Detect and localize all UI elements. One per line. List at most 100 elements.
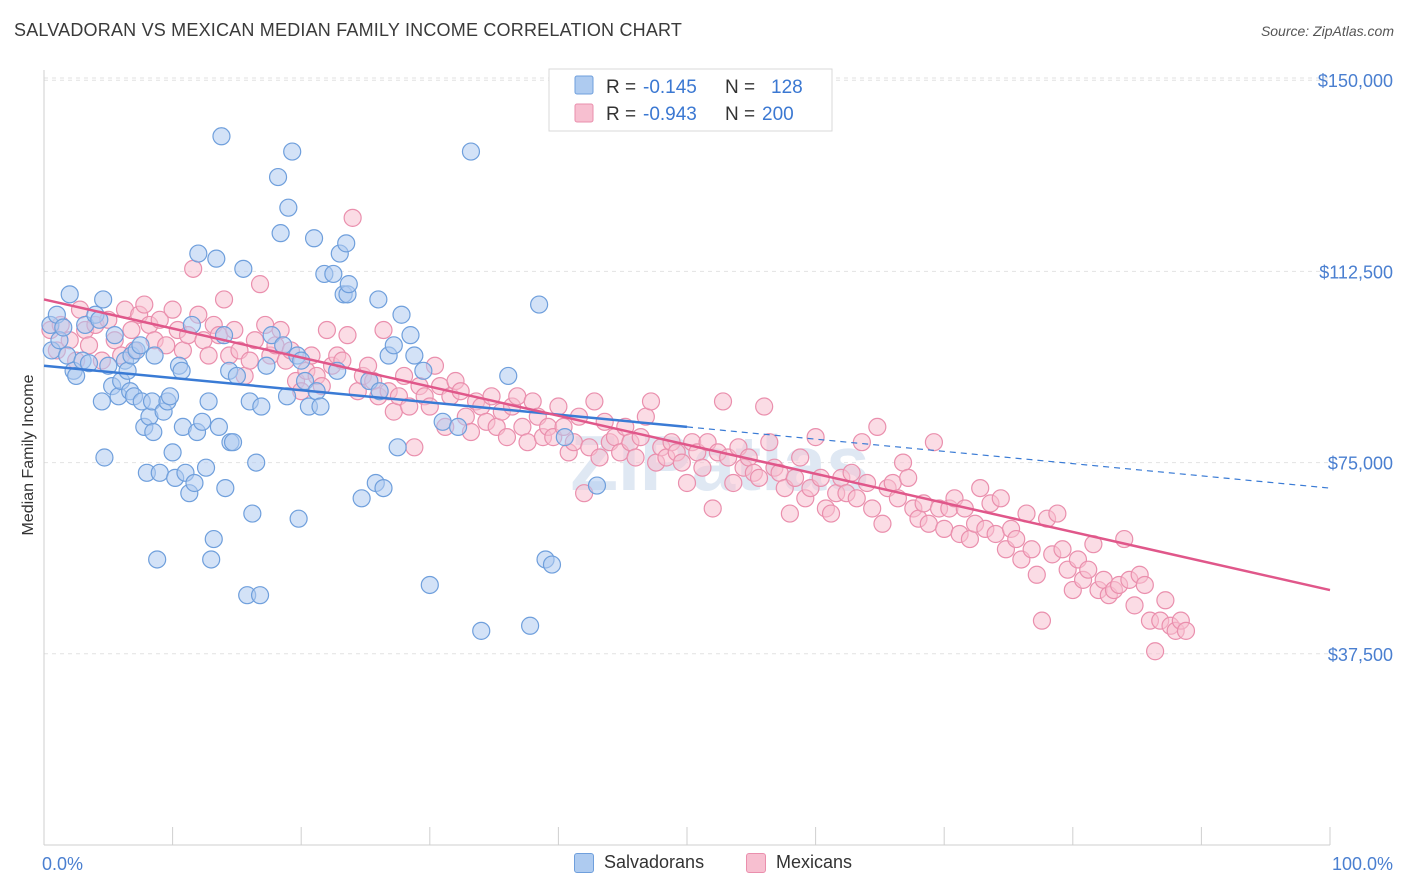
mexican-point	[785, 468, 805, 487]
mexican-point	[508, 387, 527, 406]
mexican-point	[384, 402, 403, 421]
stats-mexican-n-label: N =	[725, 104, 755, 125]
mexican-point	[1125, 596, 1144, 615]
trend-lines	[43, 298, 1331, 592]
y-tick-label: $150,000	[1318, 71, 1393, 91]
x-tick-label-min: 0.0%	[42, 854, 83, 874]
y-tick-label: $112,500	[1319, 262, 1393, 282]
mexican-point	[935, 519, 954, 538]
salvadoran-point	[250, 586, 270, 605]
axes: $37,500 $75,000 $112,500 $150,000 0.0% 100.0%	[42, 70, 1393, 874]
mexican-point	[1079, 560, 1098, 579]
salvadoran-point	[392, 305, 411, 324]
salvadoran-point	[262, 326, 281, 345]
salvadoran-point	[521, 616, 540, 635]
stats-mexican-swatch	[574, 103, 594, 123]
salvadoran-point	[289, 509, 308, 528]
salvadoran-point	[283, 142, 302, 161]
mexican-point	[1176, 621, 1196, 640]
mexican-point	[1146, 642, 1165, 661]
salvadoran-point	[542, 555, 562, 574]
salvadoran-point	[268, 167, 288, 187]
salvadoran-point	[207, 249, 226, 268]
y-tick-label: $75,000	[1328, 454, 1393, 474]
salvadoran-point	[339, 275, 358, 294]
salvadoran-point	[304, 229, 324, 248]
salvadoran-point	[204, 529, 223, 549]
salvadoran-point	[448, 417, 468, 437]
salvadoran-point	[530, 295, 549, 314]
salvadoran-point	[148, 550, 167, 569]
mexican-point	[703, 499, 722, 518]
salvadoran-point	[370, 382, 389, 401]
mexican-point	[863, 499, 882, 518]
mexican-point	[343, 208, 362, 227]
stats-salvadoran-n-label: N =	[725, 77, 755, 98]
mexican-point	[842, 463, 861, 482]
mexican-point	[991, 489, 1010, 508]
mexican-point	[250, 275, 270, 294]
salvadoran-point	[472, 621, 491, 640]
stats-mexican-n-value: 200	[762, 104, 794, 125]
mexican-point	[1022, 540, 1041, 559]
mexican-point	[374, 320, 393, 340]
salvadoran-point	[92, 392, 111, 411]
salvadoran-point	[185, 473, 204, 493]
mexican-point	[631, 428, 650, 447]
mexican-point	[724, 473, 743, 493]
salvadoran-point	[324, 264, 343, 284]
salvadoran-point	[587, 476, 607, 495]
salvadoran-point	[292, 351, 311, 370]
mexican-point	[1053, 540, 1072, 559]
legend-label-mexicans: Mexicans	[776, 852, 853, 872]
mexican-point	[899, 468, 918, 487]
bottom-legend: Salvadorans Mexicans	[0, 852, 1406, 878]
mexican-point	[811, 468, 830, 487]
salvadoran-point	[234, 259, 253, 278]
mexican-point	[971, 478, 990, 498]
salvadoran-point	[279, 198, 298, 217]
salvadoran-point	[243, 504, 262, 523]
stats-salvadoran-n-value: 128	[771, 77, 803, 98]
salvadoran-point	[58, 346, 77, 365]
mexican-point	[338, 326, 357, 345]
mexican-point	[245, 331, 265, 350]
mexican-point	[847, 489, 866, 508]
mexican-point	[163, 300, 182, 319]
salvadoran-point	[384, 336, 403, 355]
legend-item-salvadorans[interactable]: Salvadorans	[574, 852, 704, 873]
salvadoran-point	[337, 234, 356, 253]
salvadoran-point	[160, 387, 180, 406]
mexican-point	[780, 504, 799, 523]
salvadoran-point	[271, 224, 290, 243]
salvadoran-point	[433, 412, 452, 431]
salvadoran-point	[388, 438, 407, 457]
salvadoran-point	[196, 458, 216, 477]
legend-label-salvadorans: Salvadorans	[604, 852, 705, 872]
mexican-point	[122, 320, 141, 340]
mexican-point	[893, 453, 913, 472]
data-points	[41, 127, 1196, 661]
mexican-point	[199, 346, 218, 365]
mexican-point	[135, 295, 154, 314]
salvadoran-trend-line	[43, 364, 688, 429]
mexican-point	[873, 514, 892, 533]
mexican-point	[1027, 565, 1046, 584]
salvadoran-point	[252, 397, 271, 416]
salvadoran-point	[145, 346, 164, 365]
x-tick-label-max: 100.0%	[1332, 854, 1393, 874]
chart-title: SALVADORAN VS MEXICAN MEDIAN FAMILY INCO…	[14, 20, 683, 40]
mexican-point	[672, 453, 691, 472]
salvadoran-point	[118, 361, 137, 380]
mexican-point	[626, 448, 645, 467]
stats-salvadoran-r-label: R =	[606, 77, 636, 98]
legend-item-mexicans[interactable]: Mexicans	[746, 852, 852, 873]
mexican-point	[590, 448, 609, 467]
salvadoran-point	[374, 478, 393, 498]
mexican-point	[924, 433, 944, 452]
mexican-point	[214, 290, 234, 309]
mexican-point	[1032, 611, 1052, 630]
mexican-point	[713, 392, 733, 411]
salvadoran-point	[555, 428, 574, 447]
